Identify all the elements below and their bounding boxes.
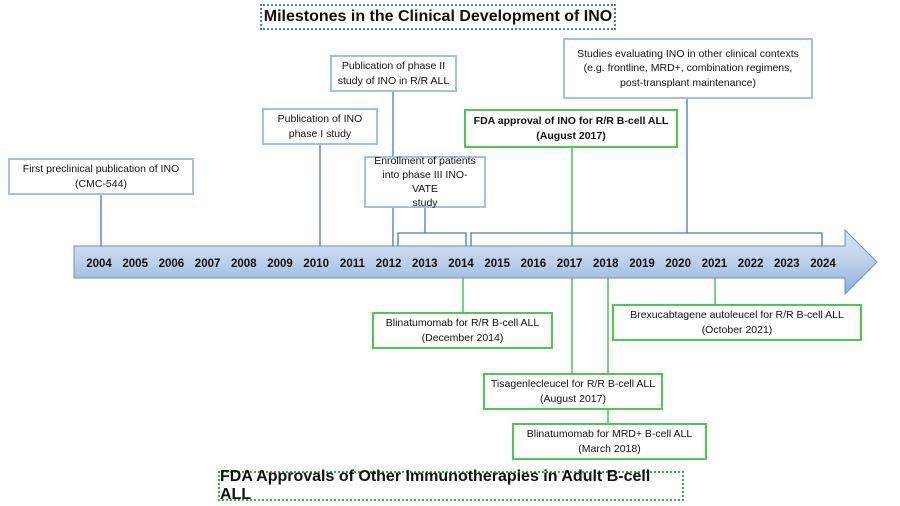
milestone-phase3-line1: Enrollment of patients xyxy=(374,154,476,167)
approval-brexucabtagene: Brexucabtagene autoleucel for R/R B-cell… xyxy=(612,304,862,341)
milestone-preclinical-line1: First preclinical publication of INO xyxy=(22,163,180,176)
year-label: 2006 xyxy=(159,258,185,270)
timeline-arrow xyxy=(73,228,878,296)
milestone-preclinical-line2: (CMC-544) xyxy=(75,177,127,190)
milestone-phase2: Publication of phase II study of INO in … xyxy=(330,55,457,92)
page-title: Milestones in the Clinical Development o… xyxy=(260,4,616,30)
approval-blinatumomab-rr: Blinatumomab for R/R B-cell ALL (Decembe… xyxy=(372,312,553,349)
year-label: 2013 xyxy=(412,258,438,270)
milestone-phase1-line1: Publication of INO xyxy=(277,113,363,126)
year-label: 2020 xyxy=(665,258,691,270)
year-label: 2015 xyxy=(484,258,510,270)
milestone-fda-ino: FDA approval of INO for R/R B-cell ALL (… xyxy=(464,109,678,148)
milestone-phase2-line1: Publication of phase II xyxy=(341,60,446,73)
bracket-other-studies xyxy=(470,232,823,246)
year-label: 2004 xyxy=(86,258,112,270)
footer-title: FDA Approvals of Other Immunotherapies i… xyxy=(218,468,684,503)
milestone-fda-ino-line1: FDA approval of INO for R/R B-cell ALL xyxy=(473,115,669,128)
approval-tisagenlecleucel-line1: Tisagenlecleucel for R/R B-cell ALL xyxy=(490,378,656,391)
year-label: 2014 xyxy=(448,258,474,270)
year-label: 2021 xyxy=(702,258,728,270)
year-label: 2011 xyxy=(340,258,366,270)
approval-tisagenlecleucel-line2: (August 2017) xyxy=(540,392,606,405)
milestone-other-studies-line2: (e.g. frontline, MRD+, combination regim… xyxy=(583,62,793,75)
milestone-fda-ino-line2: (August 2017) xyxy=(536,129,606,142)
milestone-phase3-line3: study xyxy=(412,197,438,210)
approval-brexucabtagene-line2: (October 2021) xyxy=(701,323,773,336)
milestone-other-studies-line1: Studies evaluating INO in other clinical… xyxy=(577,48,799,61)
milestone-phase1: Publication of INO phase I study xyxy=(262,108,378,145)
approval-tisagenlecleucel: Tisagenlecleucel for R/R B-cell ALL (Aug… xyxy=(483,373,663,410)
milestone-phase1-line2: phase I study xyxy=(288,127,352,140)
year-label: 2017 xyxy=(557,258,583,270)
approval-blinatumomab-mrd-line1: Blinatumomab for MRD+ B-cell ALL xyxy=(526,428,693,441)
milestone-phase3-line2: into phase III INO-VATE xyxy=(382,168,468,195)
year-label: 2019 xyxy=(629,258,655,270)
approval-blinatumomab-rr-line1: Blinatumomab for R/R B-cell ALL xyxy=(385,317,540,330)
year-label: 2010 xyxy=(303,258,329,270)
year-label: 2018 xyxy=(593,258,619,270)
milestone-preclinical: First preclinical publication of INO (CM… xyxy=(8,158,194,195)
milestone-phase2-line2: study of INO in R/R ALL xyxy=(337,74,450,87)
milestone-other-studies: Studies evaluating INO in other clinical… xyxy=(563,38,813,99)
approval-blinatumomab-mrd-line2: (March 2018) xyxy=(578,442,641,455)
year-label: 2022 xyxy=(738,258,764,270)
year-label: 2023 xyxy=(774,258,800,270)
year-label: 2005 xyxy=(122,258,148,270)
year-label: 2016 xyxy=(521,258,547,270)
milestone-phase3: Enrollment of patients into phase III IN… xyxy=(364,154,486,210)
milestone-other-studies-line3: post-transplant maintenance) xyxy=(619,76,756,89)
approval-blinatumomab-rr-line2: (December 2014) xyxy=(421,331,504,344)
year-label: 2012 xyxy=(376,258,402,270)
approval-brexucabtagene-line1: Brexucabtagene autoleucel for R/R B-cell… xyxy=(630,309,844,322)
year-label: 2024 xyxy=(810,258,836,270)
bracket-phase3 xyxy=(397,232,467,246)
year-label: 2007 xyxy=(195,258,221,270)
year-label: 2009 xyxy=(267,258,293,270)
year-label: 2008 xyxy=(231,258,257,270)
approval-blinatumomab-mrd: Blinatumomab for MRD+ B-cell ALL (March … xyxy=(512,423,707,460)
